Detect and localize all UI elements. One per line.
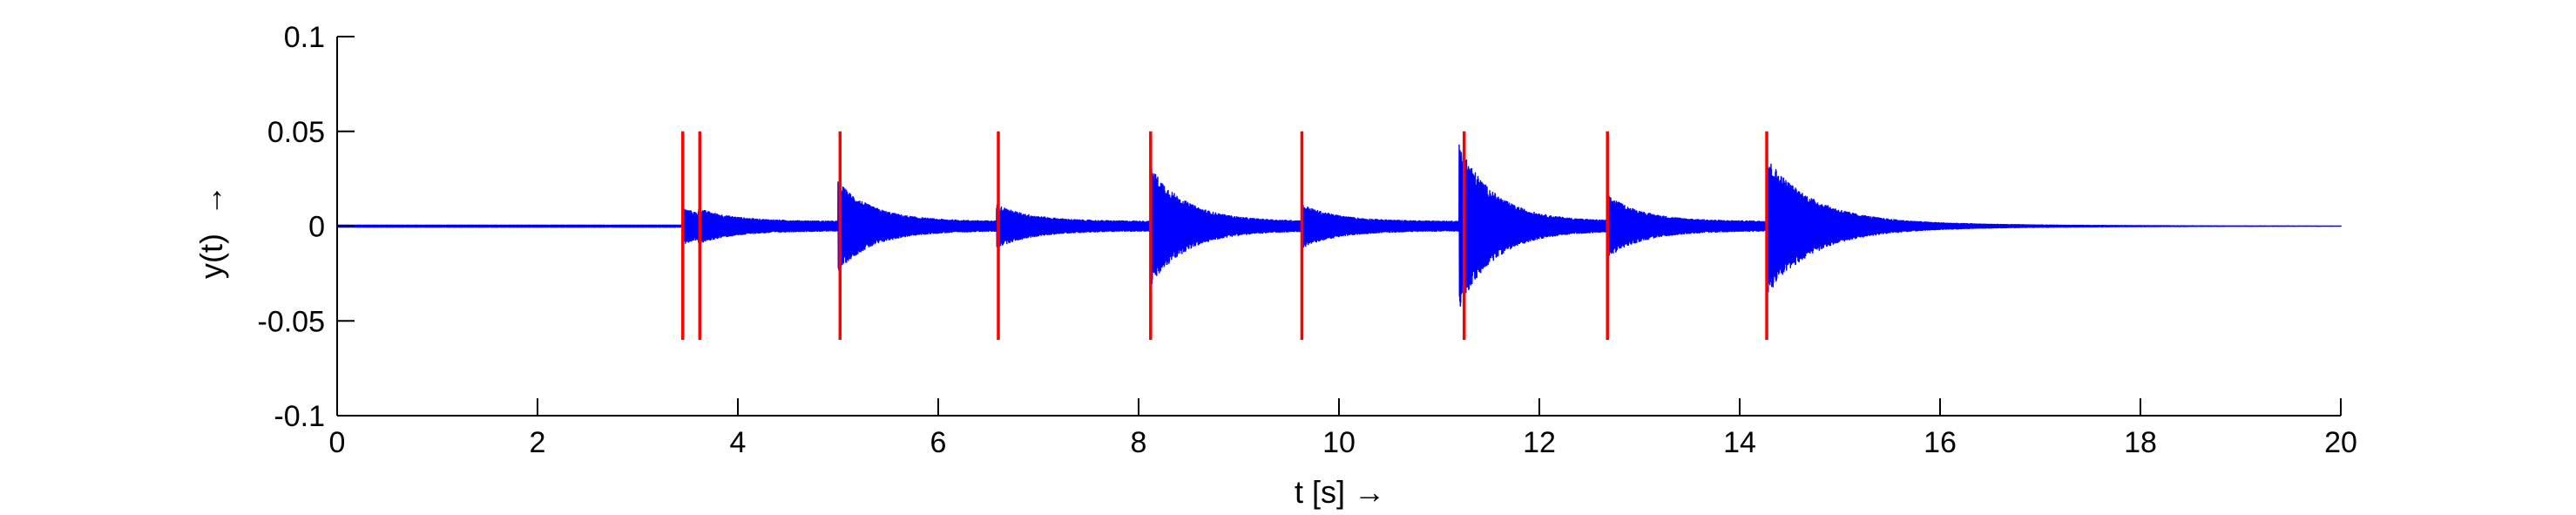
x-tick-label: 14	[1723, 426, 1756, 459]
x-tick-label: 20	[2324, 426, 2357, 459]
x-tick-label: 12	[1523, 426, 1556, 459]
y-axis-label: y(t) →	[193, 185, 229, 279]
y-tick-label: -0.1	[274, 400, 325, 433]
y-tick-label: 0.1	[284, 21, 325, 54]
waveform-line	[336, 144, 2342, 307]
onset-markers	[681, 131, 1768, 340]
x-tick-label: 2	[530, 426, 546, 459]
x-tick-label: 0	[329, 426, 346, 459]
y-axis-ticks: -0.1 -0.05 0 0.05 0.1	[258, 21, 355, 433]
waveform-series	[336, 144, 2342, 307]
x-axis-ticks: 0 2 4 6 8 10 12 14 16 18 20	[329, 398, 2357, 459]
x-tick-label: 10	[1322, 426, 1356, 459]
x-axis-label: t [s] →	[1295, 474, 1385, 510]
x-tick-label: 18	[2124, 426, 2157, 459]
x-tick-label: 6	[930, 426, 947, 459]
y-tick-label: -0.05	[258, 305, 326, 338]
x-tick-label: 8	[1131, 426, 1147, 459]
y-tick-label: 0	[308, 211, 325, 244]
x-tick-label: 4	[730, 426, 747, 459]
x-tick-label: 16	[1924, 426, 1957, 459]
y-tick-label: 0.05	[267, 116, 325, 149]
